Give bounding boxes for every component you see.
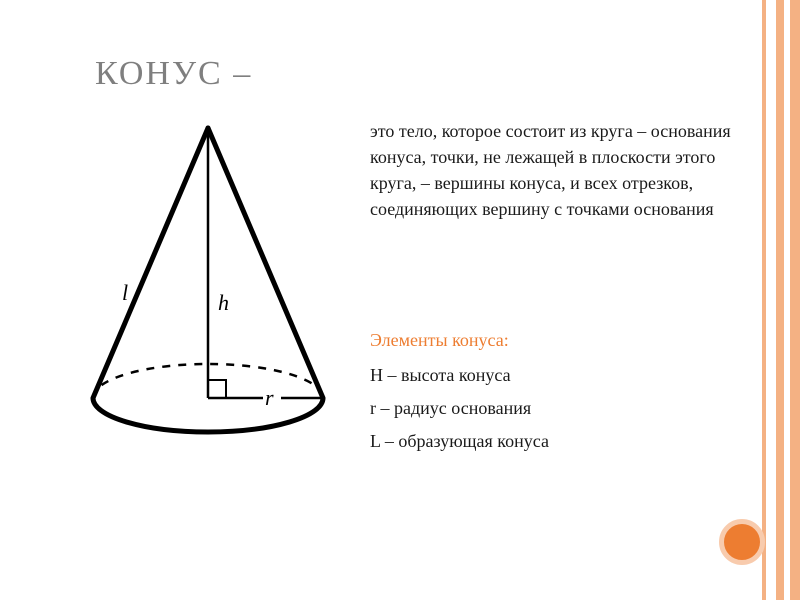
elements-block: Элементы конуса: H – высота конуса r – р… [370,330,730,464]
stripe [762,0,766,600]
cone-base-front [93,398,323,432]
stripe [790,0,800,600]
side-stripes [762,0,800,600]
right-angle-mark [208,380,226,398]
element-item: r – радиус основания [370,398,730,419]
element-item: H – высота конуса [370,365,730,386]
label-height: h [218,290,229,315]
description-text: это тело, которое состоит из круга – осн… [370,118,735,222]
cone-left-edge [93,128,208,398]
slide: КОНУС – l h r это тело, которое состоит … [0,0,800,600]
elements-header: Элементы конуса: [370,330,730,351]
label-slant: l [122,280,128,305]
element-item: L – образующая конуса [370,431,730,452]
page-title: КОНУС – [95,55,252,93]
label-radius: r [265,385,274,410]
stripe [776,0,784,600]
accent-circle-icon [719,519,765,565]
cone-right-edge [208,128,323,398]
cone-diagram: l h r [68,110,348,460]
